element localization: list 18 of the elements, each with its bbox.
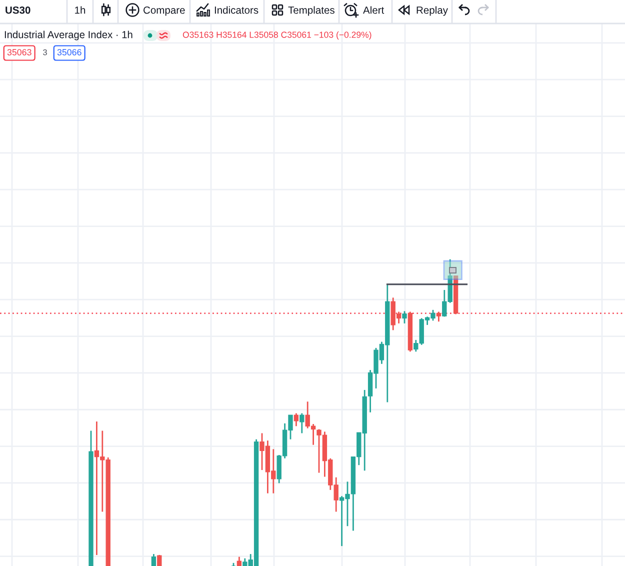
chart-title: Industrial Average Index · 1h — [4, 30, 132, 40]
text: US30 — [6, 6, 30, 14]
candlestick — [402, 310, 407, 324]
text: 35063 — [7, 49, 32, 56]
text: 1h — [75, 6, 86, 14]
text: Templates — [288, 6, 334, 16]
candlestick — [236, 556, 242, 566]
text: 3 — [43, 49, 47, 56]
text: Compare — [144, 6, 185, 16]
text: Indicators — [214, 6, 258, 14]
text: 35066 — [57, 49, 82, 56]
candlestick — [151, 553, 156, 566]
candlestick — [300, 412, 304, 434]
candlestick — [294, 412, 299, 427]
text: Alert — [363, 6, 384, 14]
text: O35163 H35164 L35058 C35061 −103 (−0.29%) — [182, 31, 372, 40]
candlestick — [436, 311, 442, 322]
text: Replay — [416, 6, 448, 16]
